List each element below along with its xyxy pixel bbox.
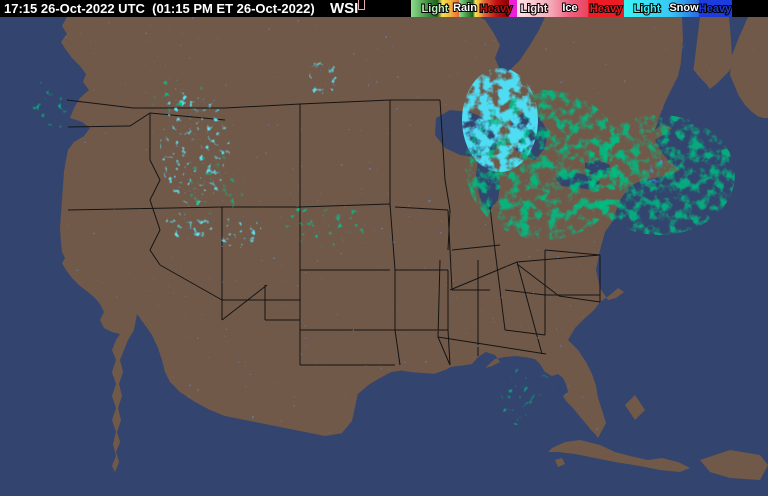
svg-text:Ice: Ice [562,2,577,14]
svg-text:Rain: Rain [453,2,477,14]
svg-text:Heavy: Heavy [699,3,732,15]
svg-text:Snow: Snow [669,2,699,14]
svg-text:Light: Light [634,3,661,15]
svg-text:Light: Light [422,3,449,15]
svg-text:Heavy: Heavy [480,3,513,15]
svg-text:Heavy: Heavy [590,3,623,15]
svg-text:Light: Light [521,3,548,15]
